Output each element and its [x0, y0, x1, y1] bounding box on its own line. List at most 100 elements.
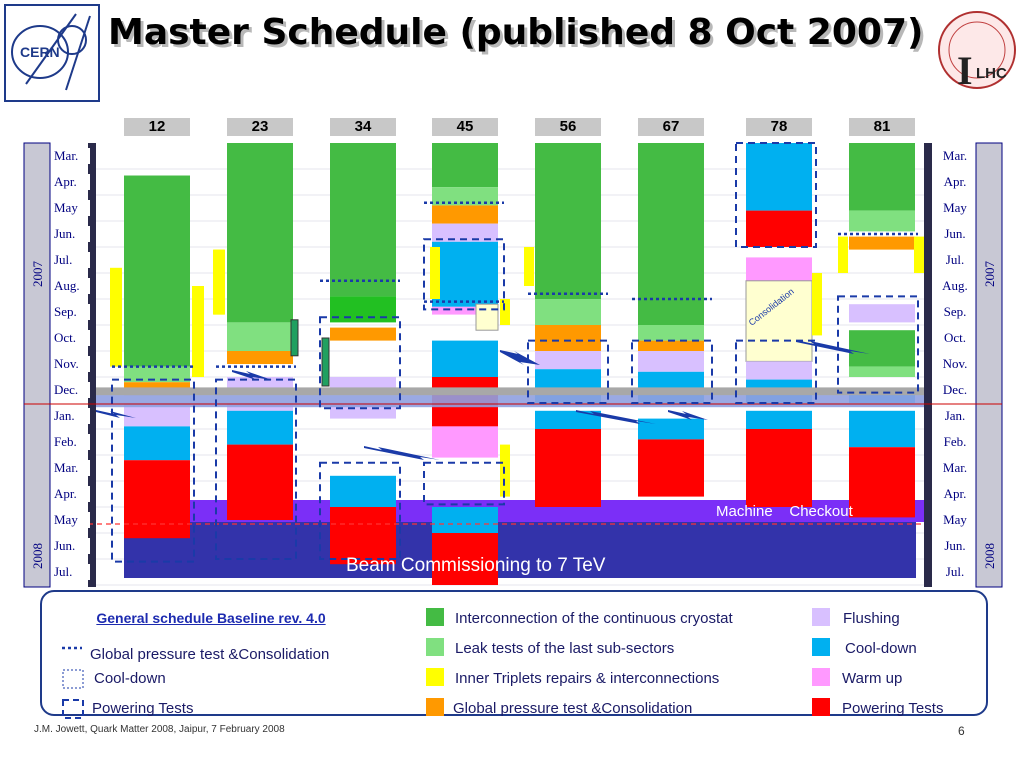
triplets-marker [812, 273, 822, 336]
lightning-arrow-icon [500, 350, 540, 365]
activity-bar-pressure [535, 325, 601, 351]
activity-bar-pressure [330, 327, 396, 341]
year-2007-right: 2007 [982, 261, 997, 287]
activity-bar-cooldown [535, 410, 601, 429]
month-label-left: Dec. [52, 382, 90, 398]
sector-label: 45 [432, 118, 498, 136]
month-label-left: Jul. [52, 252, 90, 268]
activity-bar-interconnection [330, 143, 396, 297]
consolidation-block [475, 303, 499, 331]
dashed-box [423, 461, 505, 506]
month-label-right: Jul. [936, 564, 974, 580]
legend-right-0: Flushing [843, 610, 900, 627]
month-label-right: Jun. [936, 538, 974, 554]
activity-bar-cooldown [330, 475, 396, 507]
month-label-left: May [52, 512, 90, 528]
month-label-right: Aug. [936, 278, 974, 294]
lhc-logo-text: LHC [976, 65, 1007, 82]
swatch-triplets [426, 668, 444, 686]
month-label-right: Nov. [936, 356, 974, 372]
sector-label: 78 [746, 118, 812, 136]
activity-bar-interconnection [535, 143, 601, 299]
activity-bar-powering [330, 507, 396, 565]
left-year-column [23, 142, 51, 588]
sector-label: 56 [535, 118, 601, 136]
activity-bar-interconnection [849, 143, 915, 211]
right-year-column [975, 142, 1003, 588]
activity-bar-interconnection [124, 175, 190, 367]
month-label-left: Mar. [52, 148, 90, 164]
swatch-powering [812, 698, 830, 716]
activity-bar-cooldown [432, 340, 498, 377]
month-label-right: Dec. [936, 382, 974, 398]
activity-bar-cooldown [432, 507, 498, 533]
cern-logo-text: CERN [20, 44, 60, 60]
dashed-box [111, 378, 195, 563]
marker-bar [290, 319, 299, 357]
month-label-left: Feb. [52, 434, 90, 450]
legend-middle-3: Global pressure test &Consolidation [453, 700, 693, 717]
sector-label: 81 [849, 118, 915, 136]
dashed-box [735, 339, 817, 405]
sector-label: 34 [330, 118, 396, 136]
overlays [24, 142, 1002, 563]
activity-bar-leak [535, 299, 601, 325]
month-label-right: Oct. [936, 330, 974, 346]
activity-bar-powering [849, 447, 915, 518]
activity-bar-cooldown [638, 418, 704, 440]
year-2008-right: 2008 [982, 543, 997, 569]
activity-bar-consolidation [745, 280, 813, 362]
month-label-left: Jul. [52, 564, 90, 580]
beam-commissioning-label: Beam Commissioning to 7 TeV [346, 555, 606, 576]
month-label-right: Feb. [936, 434, 974, 450]
right-rail [924, 143, 932, 587]
month-label-left: Jun. [52, 226, 90, 242]
triplets-marker [214, 249, 224, 315]
swatch-leak [426, 638, 444, 656]
month-label-left: Apr. [52, 486, 90, 502]
month-label-left: Jun. [52, 538, 90, 554]
dashed-box-icon [62, 699, 84, 719]
sector-label: 12 [124, 118, 190, 136]
triplets-marker [914, 236, 924, 273]
month-label-right: Mar. [936, 148, 974, 164]
legend-left-symbols [62, 646, 84, 719]
machine-checkout-label: Machine Checkout [716, 503, 853, 520]
schedule-chart [23, 142, 1003, 588]
dashed-box [423, 238, 505, 311]
month-label-left: Mar. [52, 460, 90, 476]
activity-bar-cooldown [124, 426, 190, 461]
month-label-right: Jul. [936, 252, 974, 268]
dashed-box [735, 142, 817, 248]
month-label-left: May [52, 200, 90, 216]
shutdown-band [96, 387, 924, 396]
activity-bar-pressure [638, 340, 704, 351]
activity-bar-leak [227, 322, 293, 351]
lightning-arrow-icon [364, 446, 440, 460]
legend-left-2: Powering Tests [92, 700, 194, 717]
activity-bar-powering [124, 460, 190, 539]
activity-bar-leak [432, 187, 498, 206]
activity-bar-powering [746, 210, 812, 247]
activity-bar-cooldown [849, 410, 915, 448]
month-label-right: May [936, 512, 974, 528]
activity-bar-cooldown [746, 410, 812, 429]
legend-left-0: Global pressure test &Consolidation [90, 646, 330, 663]
legend-middle-1: Leak tests of the last sub-sectors [455, 640, 675, 657]
dashed-box [837, 295, 919, 394]
activity-bar-interconnection [638, 143, 704, 325]
lightning-arrow-icon [232, 370, 272, 380]
dashed-box [319, 461, 401, 560]
month-label-right: Apr. [936, 486, 974, 502]
beam-commissioning-band [124, 522, 916, 578]
month-label-left: Sep. [52, 304, 90, 320]
activity-bar-warmup [432, 306, 498, 315]
activity-bar-interconnection [849, 330, 915, 367]
month-label-left: Jan. [52, 408, 90, 424]
swatch-pressure [426, 698, 444, 716]
activity-bar-powering [638, 439, 704, 497]
lightning-arrow-icon [796, 340, 870, 354]
lightning-arrow-icon [96, 410, 136, 418]
activity-bar-leak [124, 366, 190, 383]
activity-bar-pressure [432, 205, 498, 224]
